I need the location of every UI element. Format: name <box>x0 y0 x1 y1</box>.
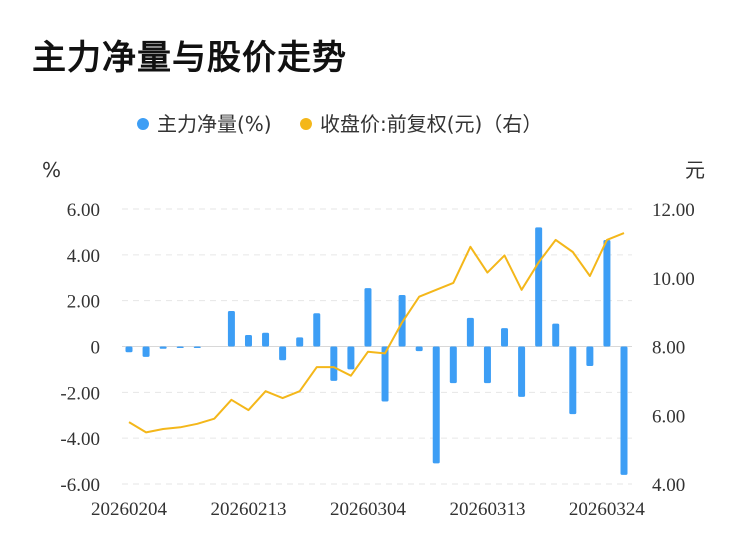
bar <box>364 288 372 347</box>
bar <box>603 239 611 347</box>
price-line <box>128 232 625 434</box>
bar <box>449 346 457 384</box>
left-tick-label: 6.00 <box>67 200 100 221</box>
right-axis: 元 12.00 10.00 8.00 6.00 4.00 <box>652 158 705 496</box>
x-tick-label: 20260204 <box>91 499 168 520</box>
bar <box>193 346 201 348</box>
x-tick-label: 20260304 <box>330 499 407 520</box>
left-tick-label: 2.00 <box>67 292 100 313</box>
bar <box>569 346 577 415</box>
bar <box>347 346 355 370</box>
x-axis: 20260204 20260213 20260304 20260313 20260324 <box>91 499 645 520</box>
right-tick-label: 10.00 <box>652 269 695 290</box>
bar <box>244 335 252 347</box>
left-tick-label: 0 <box>91 338 101 359</box>
bar <box>518 346 526 397</box>
legend-marker-0 <box>137 118 149 130</box>
bar <box>313 313 321 347</box>
left-tick-label: 4.00 <box>67 246 100 267</box>
left-tick-label: -2.00 <box>60 383 100 404</box>
bar <box>159 346 167 349</box>
right-tick-label: 4.00 <box>652 475 685 496</box>
chart-title: 主力净量与股价走势 <box>32 38 347 78</box>
x-tick-label: 20260313 <box>449 499 525 520</box>
bar <box>586 346 594 366</box>
right-axis-unit: 元 <box>685 158 705 182</box>
left-tick-label: -4.00 <box>60 429 100 450</box>
bar <box>620 346 628 475</box>
line-series <box>128 232 625 434</box>
right-tick-label: 12.00 <box>652 200 695 221</box>
bar <box>466 317 474 347</box>
bar <box>296 337 304 347</box>
gridlines <box>122 208 632 485</box>
bar <box>415 346 423 352</box>
left-tick-label: -6.00 <box>60 475 100 496</box>
bar <box>262 332 270 347</box>
right-tick-label: 6.00 <box>652 406 685 427</box>
bar <box>176 346 184 348</box>
left-axis-unit: % <box>42 158 61 182</box>
bar <box>535 227 543 347</box>
bar-series <box>125 227 628 475</box>
legend-label-1: 收盘价:前复权(元)（右） <box>320 112 542 136</box>
bar <box>552 323 560 347</box>
bar <box>142 346 150 357</box>
bar <box>381 346 389 402</box>
bar <box>125 346 133 353</box>
legend-marker-1 <box>300 118 312 130</box>
bar <box>330 346 338 381</box>
bar <box>501 328 509 347</box>
bar <box>227 310 235 347</box>
right-tick-label: 8.00 <box>652 338 685 359</box>
x-tick-label: 20260213 <box>210 499 286 520</box>
legend-label-0: 主力净量(%) <box>157 112 272 136</box>
bar <box>483 346 491 384</box>
left-axis: % 6.00 4.00 2.00 0 -2.00 -4.00 -6.00 <box>42 158 100 496</box>
legend: 主力净量(%) 收盘价:前复权(元)（右） <box>137 112 542 136</box>
bar <box>279 346 287 361</box>
x-tick-label: 20260324 <box>569 499 646 520</box>
bar <box>432 346 440 464</box>
